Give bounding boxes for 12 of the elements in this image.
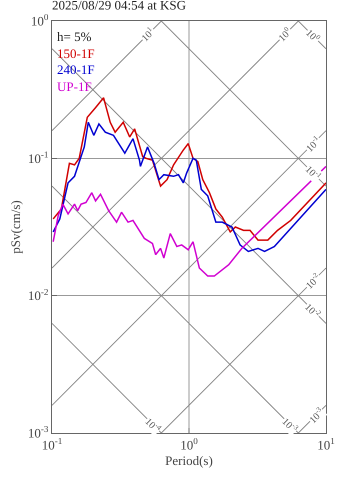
- text: 240-1F: [57, 62, 95, 77]
- y-tick-label: 10$^{-2}$: [28, 286, 49, 304]
- y-tick-label: 10$^{0}$: [30, 12, 49, 29]
- x-axis-title: Period(s): [165, 453, 213, 468]
- y-tick-label: 10$^{-1}$: [28, 149, 48, 166]
- text: 150-1F: [57, 46, 95, 61]
- annotation: h= 5%: [57, 29, 92, 44]
- x-tick-label: 10$^{0}$: [180, 436, 198, 453]
- text: UP-1F: [57, 79, 92, 94]
- x-tick-label: 10$^{1}$: [317, 436, 335, 453]
- y-axis-title: pSv(cm/s): [8, 200, 23, 254]
- chart-title: 2025/08/29 04:54 at KSG: [52, 0, 186, 13]
